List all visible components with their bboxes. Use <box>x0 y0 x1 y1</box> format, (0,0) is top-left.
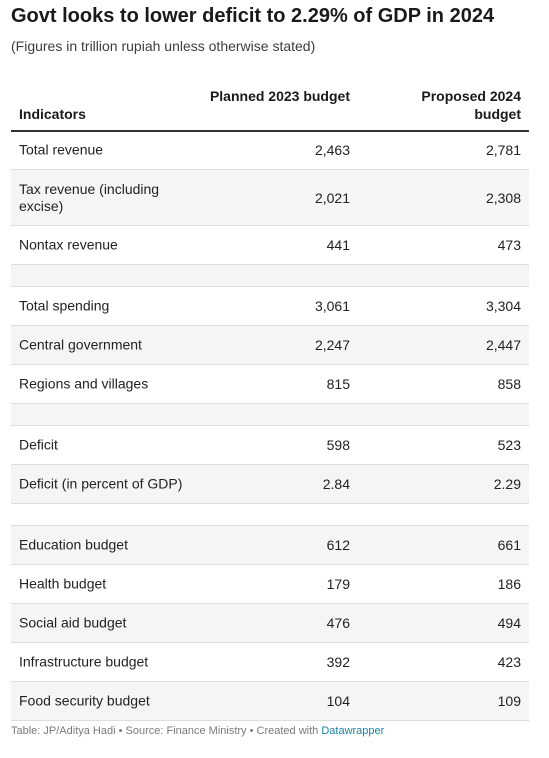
table-row: Central government 2,247 2,447 <box>11 326 529 365</box>
cell-planned-2023: 3,061 <box>314 298 350 314</box>
row-label: Total spending <box>19 297 110 314</box>
column-header-indicators: Indicators <box>19 106 86 122</box>
row-label: Food security budget <box>19 692 150 709</box>
table-row: Food security budget 104 109 <box>11 682 529 721</box>
cell-proposed-2024: 2,447 <box>485 337 521 353</box>
cell-proposed-2024: 2,781 <box>485 142 521 158</box>
table-row: Infrastructure budget 392 423 <box>11 643 529 682</box>
table-row: Education budget 612 661 <box>11 526 529 565</box>
cell-planned-2023: 2,247 <box>314 337 350 353</box>
cell-planned-2023: 2.84 <box>322 476 350 492</box>
cell-proposed-2024: 423 <box>497 654 521 670</box>
cell-planned-2023: 815 <box>326 376 350 392</box>
cell-planned-2023: 441 <box>326 237 350 253</box>
row-label: Central government <box>19 336 142 353</box>
cell-planned-2023: 612 <box>326 537 350 553</box>
table-row: Health budget 179 186 <box>11 565 529 604</box>
cell-proposed-2024: 661 <box>497 537 521 553</box>
table-row: Tax revenue (including excise) 2,021 2,308 <box>11 170 529 226</box>
cell-proposed-2024: 186 <box>497 576 521 592</box>
cell-proposed-2024: 494 <box>497 615 521 631</box>
table-row: Deficit 598 523 <box>11 426 529 465</box>
table-header: Indicators Planned 2023 budget Proposed … <box>11 85 529 132</box>
row-label: Total revenue <box>19 141 104 158</box>
cell-proposed-2024: 109 <box>497 693 521 709</box>
table-spacer-row <box>11 265 529 287</box>
table-row: Deficit (in percent of GDP) 2.84 2.29 <box>11 465 529 504</box>
cell-planned-2023: 476 <box>326 615 350 631</box>
row-label: Tax revenue (including excise) <box>19 180 160 214</box>
datawrapper-link[interactable]: Datawrapper <box>321 725 385 737</box>
table-body: Total revenue 2,463 2,781 Tax revenue (incl… <box>11 131 529 721</box>
cell-proposed-2024: 3,304 <box>485 298 521 314</box>
chart-footer: Table: JP/Aditya Hadi • Source: Finance … <box>11 725 384 737</box>
chart-title: Govt looks to lower deficit to 2.29% of … <box>11 5 495 27</box>
row-label: Regions and villages <box>19 375 149 392</box>
column-header-planned-2023: Planned 2023 budget <box>209 88 350 104</box>
row-label: Deficit <box>19 436 58 453</box>
cell-planned-2023: 2,463 <box>314 142 350 158</box>
cell-proposed-2024: 2,308 <box>485 189 521 206</box>
cell-proposed-2024: 473 <box>497 237 521 253</box>
row-label: Infrastructure budget <box>19 653 149 670</box>
cell-planned-2023: 2,021 <box>314 189 350 206</box>
table-spacer-row <box>11 504 529 526</box>
row-label: Education budget <box>19 536 128 553</box>
row-label: Health budget <box>19 575 107 592</box>
cell-planned-2023: 392 <box>326 654 350 670</box>
cell-planned-2023: 179 <box>326 576 350 592</box>
row-label: Social aid budget <box>19 614 127 631</box>
table-row: Nontax revenue 441 473 <box>11 226 529 265</box>
chart-subtitle: (Figures in trillion rupiah unless other… <box>11 38 316 54</box>
table-row: Social aid budget 476 494 <box>11 604 529 643</box>
row-label: Nontax revenue <box>19 236 118 253</box>
cell-planned-2023: 598 <box>326 437 350 453</box>
cell-proposed-2024: 523 <box>497 437 521 453</box>
cell-proposed-2024: 858 <box>497 376 521 392</box>
cell-planned-2023: 104 <box>326 693 350 709</box>
table-row: Total revenue 2,463 2,781 <box>11 131 529 170</box>
cell-proposed-2024: 2.29 <box>493 476 521 492</box>
row-label: Deficit (in percent of GDP) <box>19 475 183 492</box>
table-row: Total spending 3,061 3,304 <box>11 287 529 326</box>
column-header-proposed-2024: Proposed 2024 budget <box>421 88 521 122</box>
table-row: Regions and villages 815 858 <box>11 365 529 404</box>
table-spacer-row <box>11 404 529 426</box>
footer-credit: Table: JP/Aditya Hadi • Source: Finance … <box>11 725 322 737</box>
